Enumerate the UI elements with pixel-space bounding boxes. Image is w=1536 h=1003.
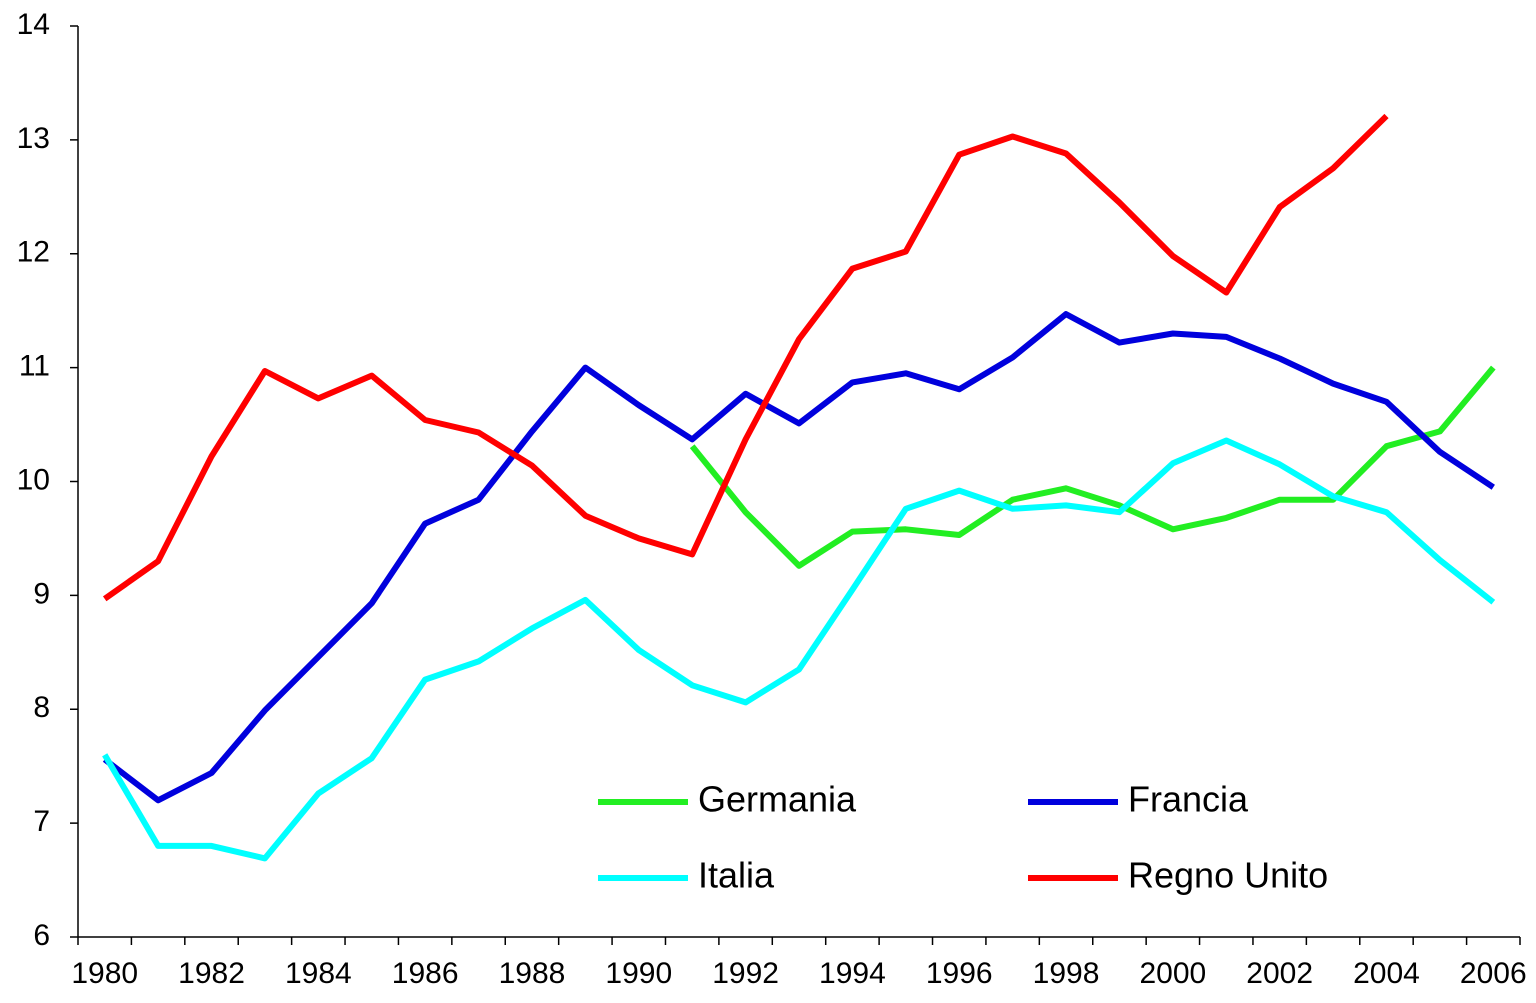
x-tick-label: 1988 — [499, 957, 566, 990]
x-tick-label: 1996 — [926, 957, 993, 990]
x-tick-label: 1994 — [819, 957, 886, 990]
line-series — [102, 113, 1389, 602]
x-tick-label: 1986 — [392, 957, 459, 990]
line-series — [102, 437, 1496, 862]
y-tick-label: 13 — [17, 122, 50, 155]
y-tick-label: 7 — [33, 805, 50, 838]
x-tick-label: 2002 — [1246, 957, 1313, 990]
x-tick-label: 1982 — [178, 957, 245, 990]
line-series — [689, 365, 1496, 569]
y-tick-label: 11 — [19, 350, 50, 383]
legend-label: Regno Unito — [1128, 855, 1328, 896]
x-tick-label: 2004 — [1353, 957, 1420, 990]
x-tick-label: 1980 — [71, 957, 138, 990]
y-tick-label: 6 — [33, 919, 50, 952]
legend-label: Francia — [1128, 779, 1249, 820]
y-tick-label: 9 — [33, 577, 50, 610]
x-tick-label: 1990 — [605, 957, 672, 990]
x-tick-label: 1998 — [1033, 957, 1100, 990]
x-tick-label: 1992 — [712, 957, 779, 990]
line-series — [102, 311, 1495, 804]
y-tick-label: 8 — [33, 691, 50, 724]
x-tick-label: 1984 — [285, 957, 352, 990]
y-tick-label: 10 — [17, 463, 50, 496]
legend-label: Germania — [698, 779, 857, 820]
x-tick-label: 2000 — [1139, 957, 1206, 990]
legend-label: Italia — [698, 855, 775, 896]
legend: Germania Francia Italia Regno Unito — [598, 779, 1328, 896]
y-tick-label: 12 — [17, 236, 50, 269]
x-tick-label: 2006 — [1460, 957, 1527, 990]
y-tick-label: 14 — [17, 8, 50, 41]
